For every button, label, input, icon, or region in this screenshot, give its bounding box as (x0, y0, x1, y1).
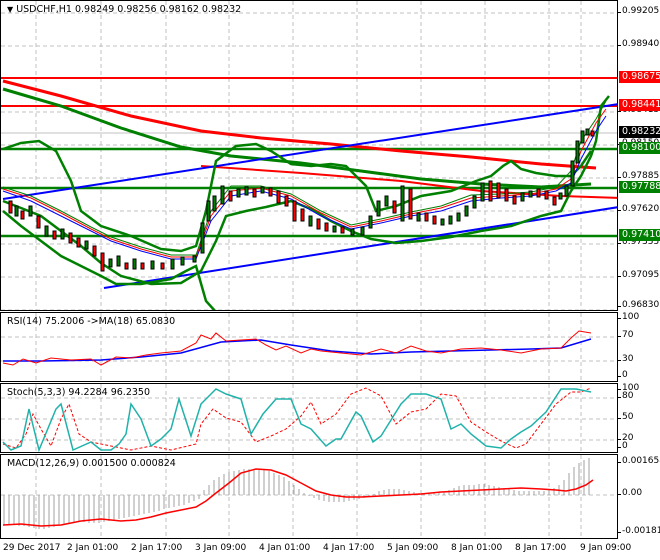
triangle-down-icon[interactable]: ▼ (7, 5, 14, 14)
level-tag-resistance: 0.98441 (619, 99, 660, 111)
rsi-axis: 100 70 30 0 (617, 312, 660, 382)
stoch-tick: 20 (617, 433, 634, 443)
rsi-pane[interactable]: RSI(14) 75.2006 ->MA(18) 65.0830 (0, 312, 618, 382)
time-label: 9 Jan 09:00 (580, 543, 632, 553)
price-tick: 0.97355 (617, 237, 660, 247)
stochastic-canvas (1, 384, 617, 452)
price-tick: 0.96830 (617, 300, 660, 310)
stochastic-pane[interactable]: Stoch(5,3,3) 94.2284 96.2350 (0, 383, 618, 453)
rsi-tick: 100 (617, 312, 640, 322)
price-chart-canvas (1, 1, 617, 310)
time-label: 4 Jan 17:00 (323, 543, 375, 553)
macd-tick: -0.001814 (617, 526, 660, 536)
macd-axis: 0.001658 0.00 -0.001814 (617, 454, 660, 539)
macd-canvas (1, 455, 617, 538)
stoch-tick: 80 (617, 391, 634, 401)
rsi-canvas (1, 313, 617, 381)
rsi-tick: 0 (618, 370, 628, 380)
price-chart-pane[interactable]: ▼ USDCHF,H1 0.98249 0.98256 0.98162 0.98… (0, 0, 618, 311)
level-tag-resistance: 0.98675 (619, 71, 660, 83)
macd-pane[interactable]: MACD(12,26,9) 0.001500 0.000824 (0, 454, 618, 539)
macd-tick: 0.001658 (618, 456, 660, 466)
price-tick: 0.97095 (617, 270, 660, 280)
rsi-tick: 30 (617, 354, 634, 364)
price-tick: 0.99205 (617, 6, 660, 16)
price-tick: 0.97620 (617, 204, 660, 214)
rsi-label: RSI(14) 75.2006 ->MA(18) 65.0830 (7, 316, 176, 327)
stoch-tick: 0 (618, 441, 628, 451)
stoch-tick: 50 (617, 412, 634, 422)
time-label: 5 Jan 09:00 (387, 543, 439, 553)
symbol-header: ▼ USDCHF,H1 0.98249 0.98256 0.98162 0.98… (7, 4, 241, 15)
time-label: 8 Jan 01:00 (451, 543, 503, 553)
time-label: 8 Jan 17:00 (515, 543, 567, 553)
level-tag-support: 0.98100 (619, 142, 660, 154)
time-label: 2 Jan 17:00 (131, 543, 183, 553)
current-price-tag: 0.98232 (619, 126, 660, 138)
time-label: 4 Jan 01:00 (259, 543, 311, 553)
level-tag-support: 0.97788 (619, 181, 660, 193)
time-label: 2 Jan 01:00 (67, 543, 119, 553)
stochastic-axis: 100 80 50 20 0 (617, 383, 660, 453)
price-tick: 0.97885 (617, 171, 660, 181)
macd-tick: 0.00 (617, 488, 643, 498)
symbol-label: USDCHF,H1 (16, 4, 72, 15)
time-label: 29 Dec 2017 (3, 543, 61, 553)
time-label: 3 Jan 09:00 (195, 543, 247, 553)
stoch-tick: 100 (617, 383, 640, 393)
rsi-tick: 70 (617, 330, 634, 340)
price-tick: 0.98940 (617, 39, 660, 49)
ohlc-values: 0.98249 0.98256 0.98162 0.98232 (74, 4, 242, 15)
price-axis: 0.99205 0.98940 0.98415 0.98150 0.97885 … (617, 0, 660, 311)
macd-label: MACD(12,26,9) 0.001500 0.000824 (7, 458, 176, 469)
level-tag-support: 0.97410 (619, 229, 660, 241)
stochastic-label: Stoch(5,3,3) 94.2284 96.2350 (7, 387, 151, 398)
